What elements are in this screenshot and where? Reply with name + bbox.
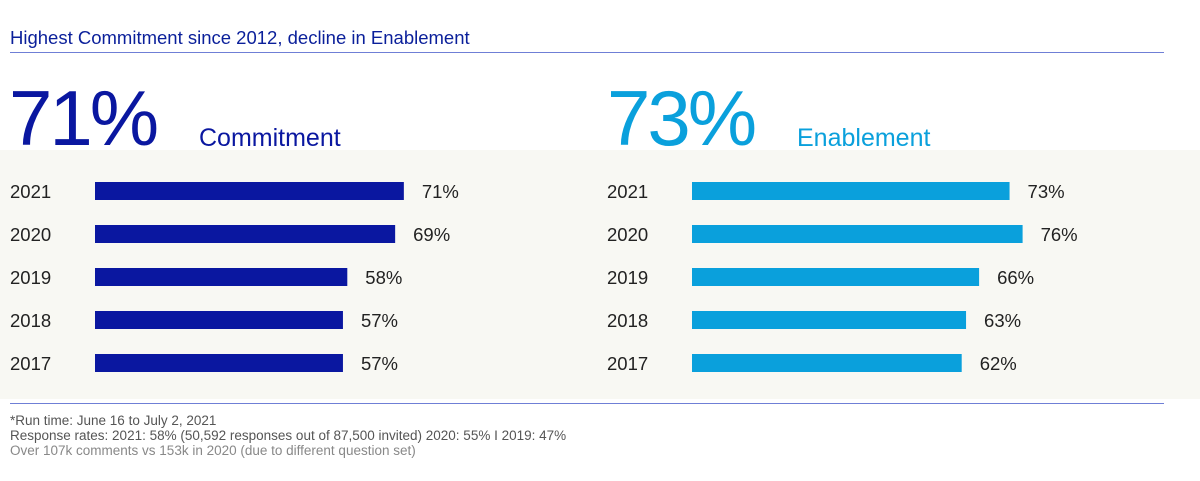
- bar: [692, 354, 962, 372]
- bar: [692, 182, 1010, 200]
- bar-value-label: 71%: [422, 181, 459, 202]
- bar: [95, 311, 343, 329]
- bar: [692, 268, 980, 286]
- year-label: 2019: [607, 267, 648, 288]
- bar: [692, 225, 1023, 243]
- commitment-label: Commitment: [199, 124, 341, 152]
- bar: [692, 311, 967, 329]
- title-divider: [10, 52, 1164, 53]
- bar: [95, 182, 404, 200]
- year-label: 2018: [10, 310, 51, 331]
- bar-value-label: 57%: [361, 310, 398, 331]
- footer-divider: [10, 403, 1164, 404]
- year-label: 2017: [10, 353, 51, 374]
- year-label: 2021: [607, 181, 648, 202]
- bar: [95, 354, 343, 372]
- footnotes: *Run time: June 16 to July 2, 2021 Respo…: [10, 413, 566, 458]
- year-label: 2018: [607, 310, 648, 331]
- bar-value-label: 66%: [997, 267, 1034, 288]
- bar-value-label: 57%: [361, 353, 398, 374]
- bar-value-label: 62%: [980, 353, 1017, 374]
- enablement-label: Enablement: [797, 124, 931, 152]
- bar-value-label: 63%: [984, 310, 1021, 331]
- enablement-headline-value: 73%: [607, 74, 757, 162]
- footnote-run-time: *Run time: June 16 to July 2, 2021: [10, 413, 217, 428]
- chart-title: Highest Commitment since 2012, decline i…: [10, 27, 470, 48]
- commitment-headline-value: 71%: [9, 74, 159, 162]
- year-label: 2020: [607, 224, 648, 245]
- year-label: 2017: [607, 353, 648, 374]
- bar-value-label: 76%: [1041, 224, 1078, 245]
- enablement-bar-chart: 2021 73% 2020 76% 2019 66% 2018 63% 2017 62%: [607, 181, 1078, 374]
- bar: [95, 225, 396, 243]
- bar: [95, 268, 348, 286]
- year-label: 2019: [10, 267, 51, 288]
- footnote-comments: Over 107k comments vs 153k in 2020 (due …: [10, 443, 416, 458]
- footnote-response-rates: Response rates: 2021: 58% (50,592 respon…: [10, 428, 567, 443]
- year-label: 2021: [10, 181, 51, 202]
- bar-value-label: 73%: [1028, 181, 1065, 202]
- bar-value-label: 69%: [413, 224, 450, 245]
- bar-value-label: 58%: [365, 267, 402, 288]
- year-label: 2020: [10, 224, 51, 245]
- commitment-bar-chart: 2021 71% 2020 69% 2019 58% 2018 57% 2017 57%: [10, 181, 459, 374]
